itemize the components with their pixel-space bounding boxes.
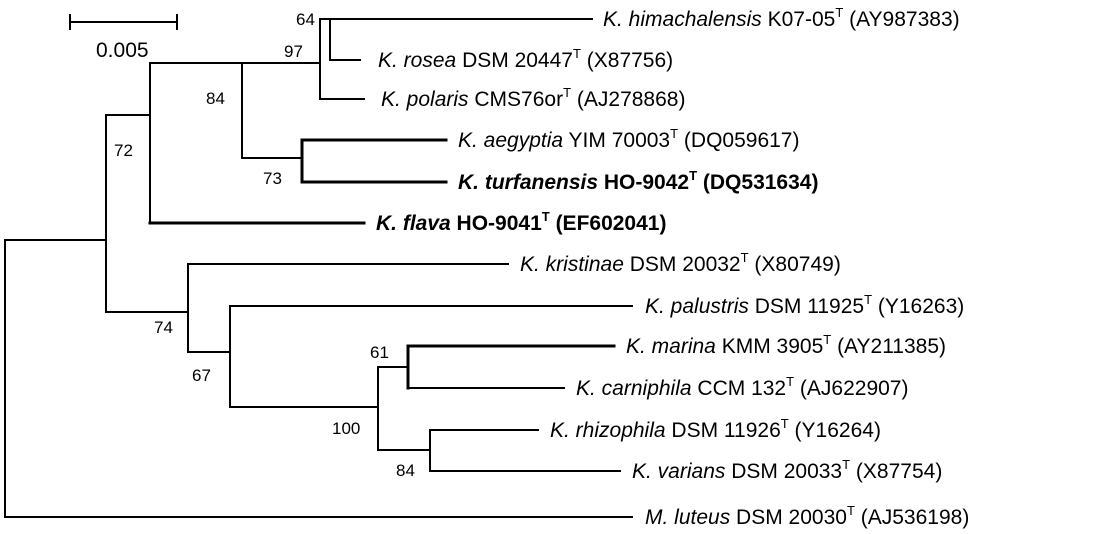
type-strain-mark: T — [689, 168, 697, 183]
taxon-accession: (DQ531634) — [703, 171, 819, 194]
taxon-accession: (DQ059617) — [684, 129, 800, 152]
taxon-label: K. marina KMM 3905T (AY211385) — [626, 332, 946, 358]
type-strain-mark: T — [864, 292, 872, 307]
type-strain-mark: T — [823, 332, 831, 347]
bootstrap-value: 67 — [192, 366, 211, 385]
type-strain-mark: T — [573, 46, 581, 61]
taxon-accession: (AJ278868) — [577, 88, 686, 111]
taxon-name: K. carniphila — [576, 377, 692, 400]
taxon-strain: DSM 11925 — [755, 295, 864, 318]
taxon-labels: K. himachalensis K07-05T (AY987383) K. r… — [376, 5, 969, 529]
type-strain-mark: T — [781, 416, 789, 431]
type-strain-mark: T — [563, 85, 571, 100]
taxon-label: K. kristinae DSM 20032T (X80749) — [520, 250, 841, 276]
type-strain-mark: T — [542, 209, 550, 224]
bootstrap-value: 100 — [332, 419, 360, 438]
taxon-strain: DSM 20033 — [731, 460, 842, 483]
taxon-name: K. marina — [626, 335, 716, 358]
taxon-strain: CCM 132 — [697, 377, 786, 400]
taxon-name: K. palustris — [645, 295, 749, 318]
taxon-name: K. aegyptia — [458, 129, 563, 152]
taxon-label: M. luteus DSM 20030T (AJ536198) — [645, 503, 969, 529]
taxon-strain: HO-9041 — [457, 212, 543, 235]
type-strain-mark: T — [786, 374, 794, 389]
taxon-label-highlighted: K. flava HO-9041T (EF602041) — [376, 209, 666, 235]
taxon-strain: YIM 70003 — [569, 129, 671, 152]
taxon-strain: DSM 20032 — [630, 253, 741, 276]
scale-bar-label: 0.005 — [96, 39, 149, 62]
bootstrap-value: 84 — [396, 461, 415, 480]
taxon-label-highlighted: K. turfanensis HO-9042T (DQ531634) — [458, 168, 818, 194]
taxon-accession: (AJ622907) — [800, 377, 909, 400]
tree-branches — [4, 18, 633, 518]
type-strain-mark: T — [847, 503, 855, 518]
bootstrap-value: 97 — [284, 42, 303, 61]
taxon-accession: (EF602041) — [556, 212, 667, 235]
taxon-label: K. aegyptia YIM 70003T (DQ059617) — [458, 126, 799, 152]
type-strain-mark: T — [842, 457, 850, 472]
scale-bar: 0.005 — [69, 14, 178, 62]
taxon-name: M. luteus — [645, 506, 731, 529]
taxon-accession: (AY211385) — [837, 335, 946, 358]
taxon-name: K. polaris — [381, 88, 469, 111]
taxon-strain: KMM 3905 — [722, 335, 824, 358]
taxon-accession: (Y16264) — [795, 419, 881, 442]
taxon-accession: (X80749) — [754, 253, 840, 276]
bootstrap-values: 64 97 84 73 72 74 67 61 100 84 — [114, 10, 415, 480]
taxon-name: K. himachalensis — [603, 8, 762, 31]
taxon-name: K. rhizophila — [550, 419, 666, 442]
bootstrap-value: 74 — [154, 318, 173, 337]
taxon-strain: CMS76or — [474, 88, 563, 111]
taxon-label: K. polaris CMS76orT (AJ278868) — [381, 85, 685, 111]
bootstrap-value: 84 — [206, 89, 225, 108]
taxon-name: K. rosea — [378, 49, 456, 72]
bootstrap-value: 64 — [296, 10, 315, 29]
type-strain-mark: T — [835, 5, 843, 20]
taxon-strain: DSM 20030 — [736, 506, 847, 529]
taxon-name: K. flava — [376, 212, 451, 235]
taxon-name: K. varians — [632, 460, 726, 483]
taxon-label: K. rhizophila DSM 11926T (Y16264) — [550, 416, 881, 442]
taxon-accession: (AJ536198) — [861, 506, 970, 529]
taxon-accession: (X87756) — [587, 49, 673, 72]
taxon-strain: K07-05 — [768, 8, 836, 31]
taxon-name: K. kristinae — [520, 253, 624, 276]
taxon-strain: DSM 11926 — [671, 419, 780, 442]
taxon-label: K. himachalensis K07-05T (AY987383) — [603, 5, 960, 31]
taxon-accession: (Y16263) — [878, 295, 964, 318]
taxon-label: K. rosea DSM 20447T (X87756) — [378, 46, 673, 72]
bootstrap-value: 72 — [114, 141, 133, 160]
taxon-label: K. palustris DSM 11925T (Y16263) — [645, 292, 964, 318]
taxon-strain: HO-9042 — [604, 171, 689, 194]
bootstrap-value: 61 — [370, 343, 389, 362]
taxon-strain: DSM 20447 — [462, 49, 573, 72]
type-strain-mark: T — [670, 126, 678, 141]
type-strain-mark: T — [741, 250, 749, 265]
taxon-name: K. turfanensis — [458, 171, 598, 194]
taxon-label: K. varians DSM 20033T (X87754) — [632, 457, 942, 483]
taxon-accession: (AY987383) — [849, 8, 960, 31]
taxon-label: K. carniphila CCM 132T (AJ622907) — [576, 374, 908, 400]
bootstrap-value: 73 — [263, 169, 282, 188]
taxon-accession: (X87754) — [856, 460, 942, 483]
